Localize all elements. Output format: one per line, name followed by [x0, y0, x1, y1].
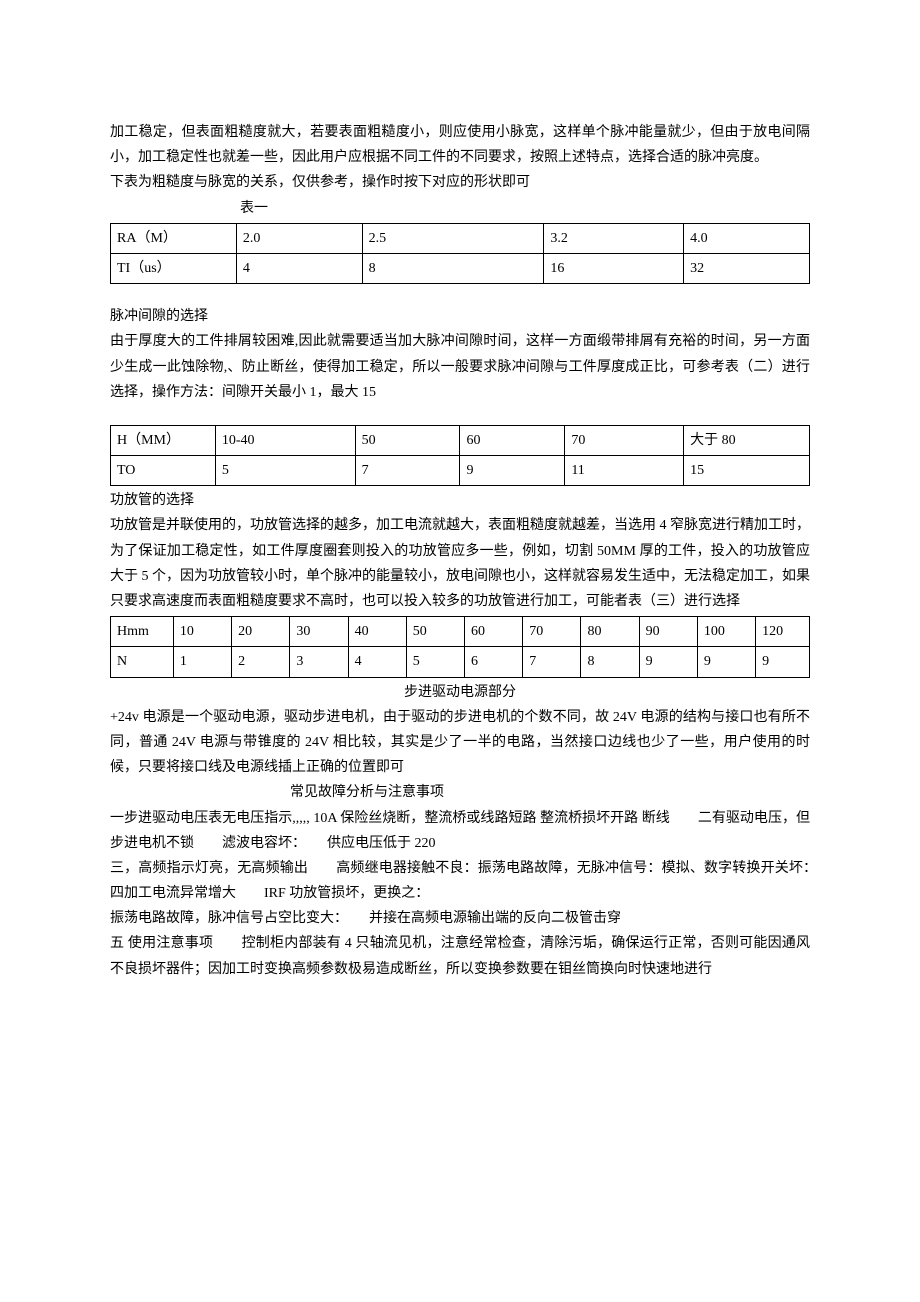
table-cell: 9	[639, 647, 697, 677]
section5-p4: 五 使用注意事项 控制柜内部装有 4 只轴流见机，注意经常检查，清除污垢，确保运…	[110, 931, 810, 981]
table-cell: 60	[465, 617, 523, 647]
table-cell: 50	[355, 425, 460, 455]
table-cell: TI（us）	[111, 253, 237, 283]
table-cell: 70	[523, 617, 581, 647]
table-cell: 10-40	[215, 425, 355, 455]
table-cell: 8	[362, 253, 544, 283]
table-cell: 32	[684, 253, 810, 283]
table-cell: 3	[290, 647, 348, 677]
table1-caption: 表一	[110, 196, 810, 221]
section4-body: +24v 电源是一个驱动电源，驱动步进电机，由于驱动的步进电机的个数不同，故 2…	[110, 705, 810, 781]
table-cell: Hmm	[111, 617, 174, 647]
table-cell: 4	[236, 253, 362, 283]
table-cell: TO	[111, 456, 216, 486]
table-1: RA（M） 2.0 2.5 3.2 4.0 TI（us） 4 8 16 32	[110, 223, 810, 284]
table-cell: 8	[581, 647, 639, 677]
spacer	[110, 405, 810, 423]
section4-title: 步进驱动电源部分	[110, 680, 810, 705]
section5-p3: 振荡电路故障，脉冲信号占空比变大： 并接在高频电源输出端的反向二极管击穿	[110, 906, 810, 931]
table-cell: 7	[523, 647, 581, 677]
intro-paragraph-2: 下表为粗糙度与脉宽的关系，仅供参考，操作时按下对应的形状即可	[110, 170, 810, 195]
table-cell: 30	[290, 617, 348, 647]
table-cell: 50	[406, 617, 464, 647]
table-cell: 2.0	[236, 223, 362, 253]
section5-title: 常见故障分析与注意事项	[110, 780, 810, 805]
table-cell: 5	[215, 456, 355, 486]
table-cell: 20	[232, 617, 290, 647]
table-cell: N	[111, 647, 174, 677]
table-cell: 9	[460, 456, 565, 486]
table-row: Hmm 10 20 30 40 50 60 70 80 90 100 120	[111, 617, 810, 647]
table-cell: 15	[684, 456, 810, 486]
table-cell: 40	[348, 617, 406, 647]
table-cell: 2	[232, 647, 290, 677]
spacer	[110, 286, 810, 304]
table-cell: 16	[544, 253, 684, 283]
intro-paragraph-1: 加工稳定，但表面粗糙度就大，若要表面粗糙度小，则应使用小脉宽，这样单个脉冲能量就…	[110, 120, 810, 170]
table-row: TO 5 7 9 11 15	[111, 456, 810, 486]
section2-title: 脉冲间隙的选择	[110, 304, 810, 329]
table-cell: 80	[581, 617, 639, 647]
table-3: Hmm 10 20 30 40 50 60 70 80 90 100 120 N…	[110, 616, 810, 677]
section3-body: 功放管是并联使用的，功放管选择的越多，加工电流就越大，表面粗糙度就越差，当选用 …	[110, 513, 810, 614]
table-cell: 5	[406, 647, 464, 677]
table-cell: 90	[639, 617, 697, 647]
table-cell: H（MM）	[111, 425, 216, 455]
table-2: H（MM） 10-40 50 60 70 大于 80 TO 5 7 9 11 1…	[110, 425, 810, 486]
table-row: N 1 2 3 4 5 6 7 8 9 9 9	[111, 647, 810, 677]
section5-p1: 一步进驱动电压表无电压指示,,,,, 10A 保险丝烧断，整流桥或线路短路 整流…	[110, 806, 810, 856]
table-cell: 120	[756, 617, 810, 647]
table-cell: 1	[173, 647, 231, 677]
table-cell: 9	[756, 647, 810, 677]
table-cell: 3.2	[544, 223, 684, 253]
section2-body: 由于厚度大的工件排屑较困难,因此就需要适当加大脉冲间隙时间，这样一方面缎带排屑有…	[110, 329, 810, 405]
section5-p2: 三，高频指示灯亮，无高频输出 高频继电器接触不良：振荡电路故障，无脉冲信号：模拟…	[110, 856, 810, 906]
table-cell: 9	[697, 647, 755, 677]
table-cell: RA（M）	[111, 223, 237, 253]
table-cell: 70	[565, 425, 684, 455]
table-row: TI（us） 4 8 16 32	[111, 253, 810, 283]
table-cell: 100	[697, 617, 755, 647]
table-cell: 60	[460, 425, 565, 455]
table-cell: 大于 80	[684, 425, 810, 455]
table-cell: 11	[565, 456, 684, 486]
table-row: RA（M） 2.0 2.5 3.2 4.0	[111, 223, 810, 253]
table-cell: 2.5	[362, 223, 544, 253]
section3-title: 功放管的选择	[110, 488, 810, 513]
table-cell: 4.0	[684, 223, 810, 253]
table-cell: 6	[465, 647, 523, 677]
table-cell: 4	[348, 647, 406, 677]
table-cell: 10	[173, 617, 231, 647]
table-row: H（MM） 10-40 50 60 70 大于 80	[111, 425, 810, 455]
table-cell: 7	[355, 456, 460, 486]
